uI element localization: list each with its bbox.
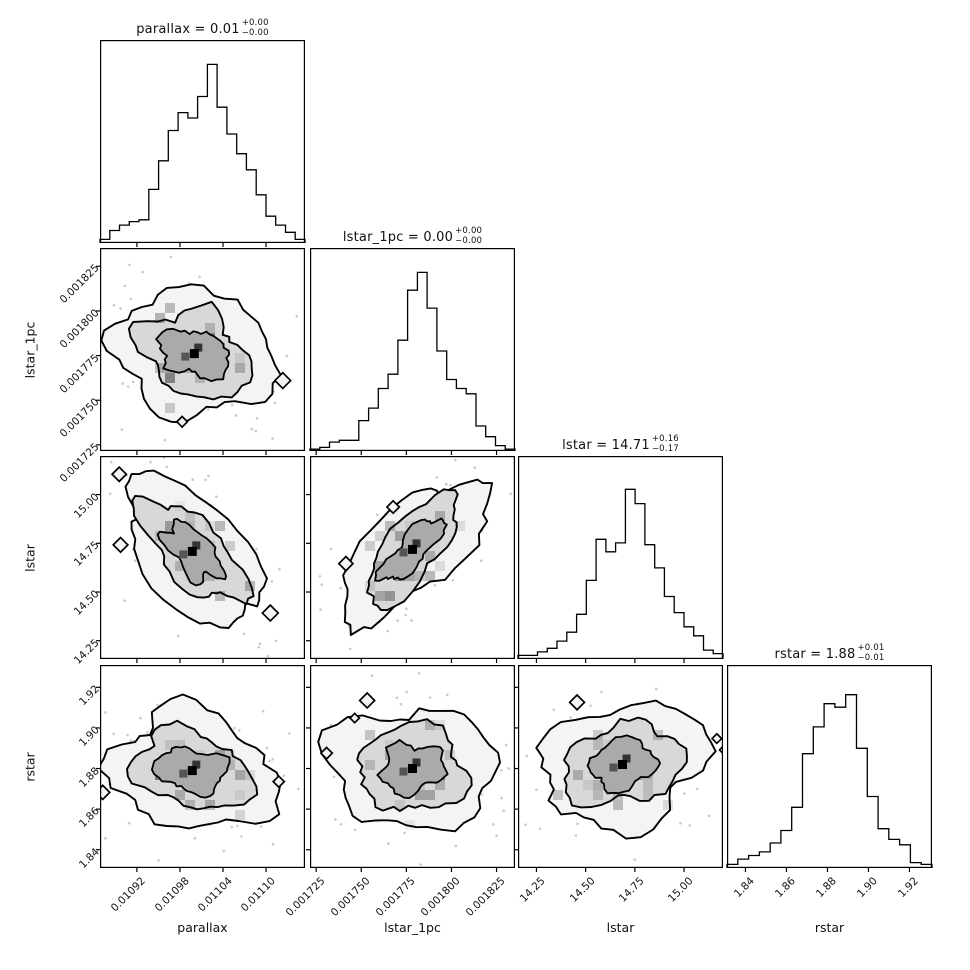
uncertainty-plus: +0.01 xyxy=(857,643,885,654)
histogram-panel-parallax xyxy=(99,40,306,247)
title-text: lstar = 14.71 xyxy=(562,438,650,453)
title-text: parallax = 0.01 xyxy=(136,22,240,37)
uncertainty-minus: −0.00 xyxy=(455,236,483,247)
histogram-panel-lstar xyxy=(517,456,724,663)
x-axis-title-lstar-1pc: lstar_1pc xyxy=(384,920,441,935)
panel-title-parallax: parallax = 0.01 +0.00 −0.00 xyxy=(100,10,305,39)
histogram-panel-rstar xyxy=(726,665,933,872)
uncertainty-minus: −0.01 xyxy=(857,653,885,664)
uncertainty-stack: +0.00 −0.00 xyxy=(242,19,269,39)
uncertainty-stack: +0.00 −0.00 xyxy=(455,227,482,247)
x-axis-title-rstar: rstar xyxy=(814,920,845,935)
y-axis-title-lstar: lstar xyxy=(22,543,38,572)
y-axis-title-rstar: rstar xyxy=(22,751,38,782)
histogram-panel-lstar-1pc xyxy=(309,248,516,455)
uncertainty-minus: −0.17 xyxy=(651,444,679,455)
panel-title-rstar: rstar = 1.88 +0.01 −0.01 xyxy=(727,635,932,664)
contour-panel-lstar-1pc-rstar xyxy=(306,665,516,872)
uncertainty-stack: +0.01 −0.01 xyxy=(857,644,884,664)
panel-title-lstar: lstar = 14.71 +0.16 −0.17 xyxy=(518,426,723,455)
uncertainty-minus: −0.00 xyxy=(241,28,269,39)
title-text: lstar_1pc = 0.00 xyxy=(342,230,454,245)
uncertainty-plus: +0.00 xyxy=(241,18,269,29)
x-axis-title-lstar: lstar xyxy=(606,920,635,935)
contour-panel-parallax-rstar xyxy=(96,665,306,872)
contour-panel-parallax-lstar-1pc xyxy=(96,248,306,455)
title-text: rstar = 1.88 xyxy=(774,647,856,662)
uncertainty-plus: +0.16 xyxy=(651,434,679,445)
x-axis-title-parallax: parallax xyxy=(177,920,228,935)
y-axis-title-lstar-1pc: lstar_1pc xyxy=(22,321,38,378)
panel-title-lstar-1pc: lstar_1pc = 0.00 +0.00 −0.00 xyxy=(310,218,515,247)
contour-panel-parallax-lstar xyxy=(96,456,306,663)
uncertainty-plus: +0.00 xyxy=(455,226,483,237)
contour-panel-lstar-1pc-lstar xyxy=(306,456,516,663)
uncertainty-stack: +0.16 −0.17 xyxy=(652,435,679,455)
contour-panel-lstar-rstar xyxy=(514,665,724,872)
